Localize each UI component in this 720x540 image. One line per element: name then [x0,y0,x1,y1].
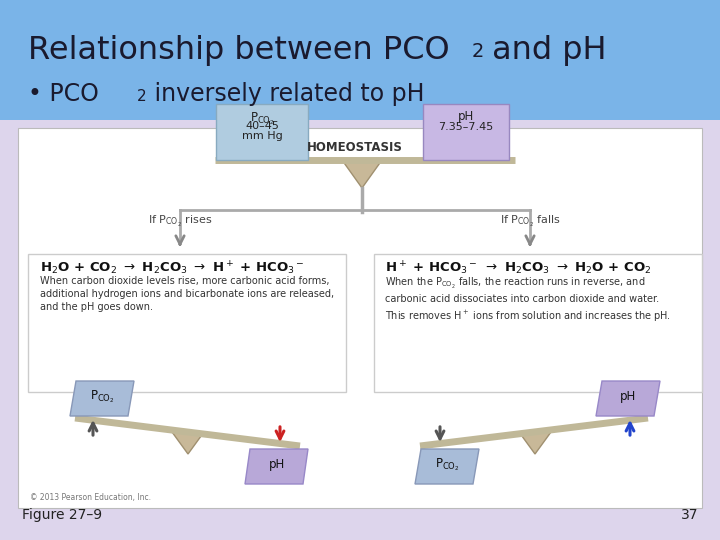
Text: 37: 37 [680,508,698,522]
FancyBboxPatch shape [423,104,509,160]
Polygon shape [245,449,308,484]
Polygon shape [596,381,660,416]
Text: © 2013 Pearson Education, Inc.: © 2013 Pearson Education, Inc. [30,493,151,502]
Polygon shape [70,381,134,416]
Text: $\mathregular{P_{CO_2}}$: $\mathregular{P_{CO_2}}$ [435,456,459,473]
Text: inversely related to pH: inversely related to pH [147,82,425,106]
Text: When carbon dioxide levels rise, more carbonic acid forms,
additional hydrogen i: When carbon dioxide levels rise, more ca… [40,276,334,313]
Polygon shape [415,449,479,484]
Text: • PCO: • PCO [28,82,99,106]
Text: Relationship between PCO: Relationship between PCO [28,35,449,66]
Text: $\mathregular{P_{CO_2}}$: $\mathregular{P_{CO_2}}$ [90,388,114,405]
Polygon shape [172,432,204,454]
Text: pH: pH [620,390,636,403]
FancyBboxPatch shape [18,128,702,508]
Text: pH: pH [458,110,474,123]
Text: 2: 2 [472,42,485,61]
Text: 40–45: 40–45 [245,121,279,131]
Text: When the $\mathregular{P_{CO_2}}$ falls, the reaction runs in reverse, and
carbo: When the $\mathregular{P_{CO_2}}$ falls,… [385,276,671,324]
Text: HOMEOSTASIS: HOMEOSTASIS [307,141,403,154]
Text: 7.35–7.45: 7.35–7.45 [438,122,494,132]
Text: and pH: and pH [482,35,606,66]
Text: pH: pH [269,458,284,471]
Bar [0,120,720,540]
Text: H$^+$ + HCO$_3$$^-$ $\rightarrow$ H$_2$CO$_3$ $\rightarrow$ H$_2$O + CO$_2$: H$^+$ + HCO$_3$$^-$ $\rightarrow$ H$_2$C… [385,260,652,278]
Text: 2: 2 [137,89,147,104]
Text: If $\mathregular{P_{CO_2}}$ rises: If $\mathregular{P_{CO_2}}$ rises [148,214,212,229]
Text: $\mathregular{P_{CO_2}}$: $\mathregular{P_{CO_2}}$ [250,110,274,126]
Text: Figure 27–9: Figure 27–9 [22,508,102,522]
FancyBboxPatch shape [28,254,346,392]
FancyBboxPatch shape [374,254,702,392]
Text: If $\mathregular{P_{CO_2}}$ falls: If $\mathregular{P_{CO_2}}$ falls [500,214,560,229]
Polygon shape [519,432,551,454]
Text: mm Hg: mm Hg [242,131,282,141]
Polygon shape [342,160,382,188]
Bar [0,0,720,120]
Text: H$_2$O + CO$_2$ $\rightarrow$ H$_2$CO$_3$ $\rightarrow$ H$^+$ + HCO$_3$$^-$: H$_2$O + CO$_2$ $\rightarrow$ H$_2$CO$_3… [40,260,305,278]
FancyBboxPatch shape [216,104,308,160]
